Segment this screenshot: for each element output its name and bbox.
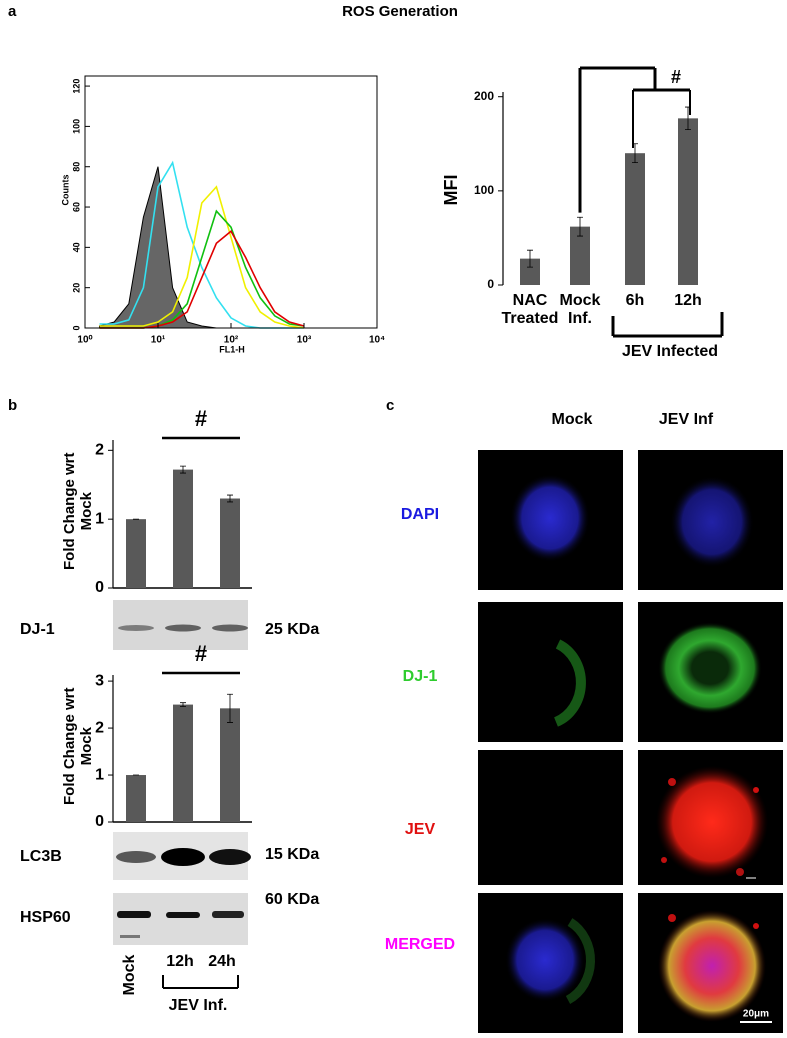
y-tick-label: 0 — [71, 325, 81, 330]
annotation: # — [195, 406, 207, 431]
bar — [678, 118, 698, 285]
x-tick-label: 6h — [625, 292, 645, 309]
x-tick-label: 12h — [674, 292, 702, 309]
y-tick-label: 40 — [71, 242, 81, 252]
y-axis-label: MFI — [441, 175, 461, 206]
bar — [173, 704, 193, 822]
figure-title: ROS Generation — [342, 3, 458, 20]
y-tick-label: 200 — [474, 89, 494, 103]
bar — [126, 775, 146, 822]
error-bar — [227, 494, 233, 503]
x-tick-label: Mock Inf. — [559, 292, 601, 328]
lane-label: Mock — [121, 954, 138, 995]
bar — [126, 519, 146, 588]
bar — [570, 226, 590, 285]
panel-label: b — [8, 397, 17, 414]
blot-size: 25 KDa — [265, 621, 319, 638]
panel-label: a — [8, 3, 17, 20]
row-label: DJ-1 — [403, 668, 438, 685]
y-tick-label: 2 — [95, 442, 104, 459]
x-tick-label: 10³ — [297, 335, 312, 346]
error-bar — [180, 465, 186, 474]
y-tick-label: 2 — [95, 719, 104, 736]
lane-label: 12h — [166, 953, 194, 970]
plot-frame — [84, 75, 378, 329]
blot-label: LC3B — [20, 848, 62, 865]
y-tick-label: 0 — [95, 813, 104, 830]
bar — [173, 469, 193, 588]
group-label: JEV Inf. — [169, 997, 228, 1014]
x-tick-label: NAC Treated — [501, 292, 559, 328]
row-label: JEV — [405, 821, 436, 838]
bar — [520, 258, 540, 285]
y-tick-label: 20 — [71, 283, 81, 293]
histogram-area — [98, 166, 304, 329]
x-tick-label: 10⁰ — [77, 335, 92, 346]
y-tick-label: 0 — [487, 277, 494, 291]
x-tick-label: 10¹ — [151, 335, 166, 346]
y-axis-label: Fold Change wrt Mock — [60, 687, 95, 805]
bar — [220, 498, 240, 588]
error-bar — [227, 693, 233, 723]
blot-label: HSP60 — [20, 909, 71, 926]
lane-label: 24h — [208, 953, 236, 970]
y-axis-label: Counts — [60, 175, 70, 206]
annotation: # — [671, 67, 681, 87]
y-tick-label: 120 — [71, 79, 81, 94]
y-tick-label: 100 — [474, 183, 494, 197]
y-tick-label: 60 — [71, 202, 81, 212]
y-tick-label: 0 — [95, 579, 104, 596]
y-tick-label: 1 — [95, 510, 104, 527]
y-axis-label: Fold Change wrt Mock — [60, 452, 95, 571]
column-label: JEV Inf — [659, 411, 714, 428]
y-tick-label: 3 — [95, 672, 104, 689]
column-label: Mock — [552, 411, 593, 428]
y-tick-label: 80 — [71, 162, 81, 172]
bar — [625, 153, 645, 285]
panel-label: c — [386, 397, 394, 414]
x-axis-label: FL1-H — [219, 344, 245, 354]
error-bar — [180, 702, 186, 707]
y-tick-label: 100 — [71, 119, 81, 134]
row-label: DAPI — [401, 506, 439, 523]
row-label: MERGED — [385, 936, 455, 953]
x-tick-label: 10² — [224, 335, 239, 346]
x-tick-label: 10⁴ — [369, 335, 385, 346]
error-bar — [527, 249, 533, 268]
blots — [113, 600, 251, 945]
blot-size: 15 KDa — [265, 846, 319, 863]
blot-size: 60 KDa — [265, 891, 319, 908]
annotation: # — [195, 641, 207, 666]
micrographs — [478, 450, 783, 1033]
error-bar — [577, 216, 583, 237]
scale-bar-label: 20μm — [743, 1009, 769, 1020]
y-tick-label: 1 — [95, 766, 104, 783]
histogram-line — [99, 185, 305, 329]
blot-label: DJ-1 — [20, 621, 55, 638]
group-label: JEV Infected — [621, 343, 719, 360]
bar — [220, 708, 240, 822]
